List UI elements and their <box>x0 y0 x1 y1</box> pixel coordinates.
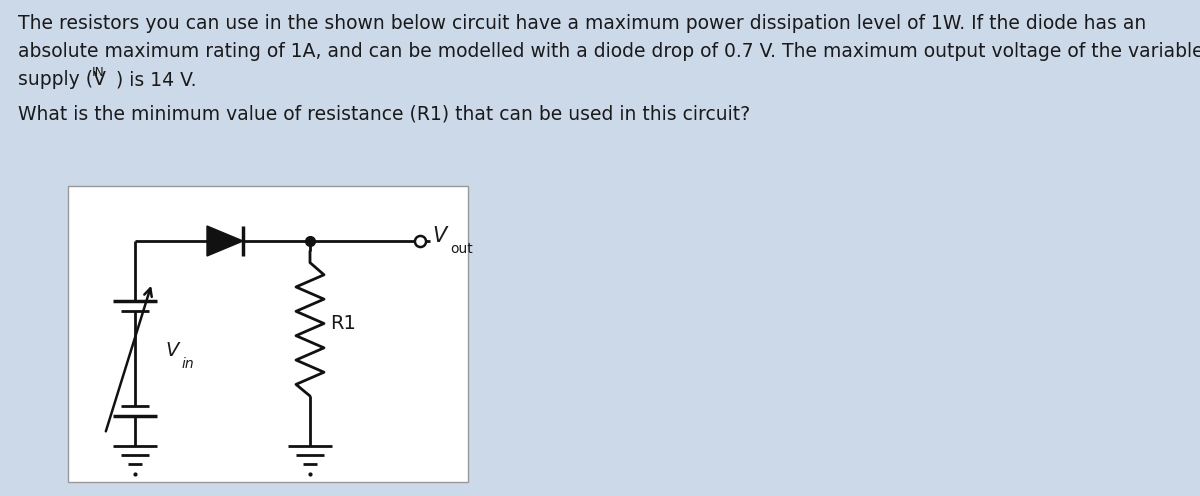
Text: out: out <box>450 242 473 256</box>
Text: IN: IN <box>92 66 104 79</box>
Text: in: in <box>182 357 194 371</box>
Text: V: V <box>166 341 179 360</box>
Text: ) is 14 V.: ) is 14 V. <box>116 70 197 89</box>
FancyBboxPatch shape <box>68 186 468 482</box>
Text: What is the minimum value of resistance (R1) that can be used in this circuit?: What is the minimum value of resistance … <box>18 104 750 123</box>
Polygon shape <box>208 226 242 256</box>
Text: The resistors you can use in the shown below circuit have a maximum power dissip: The resistors you can use in the shown b… <box>18 14 1146 33</box>
Text: R1: R1 <box>330 314 356 333</box>
Text: supply (V: supply (V <box>18 70 106 89</box>
Text: absolute maximum rating of 1A, and can be modelled with a diode drop of 0.7 V. T: absolute maximum rating of 1A, and can b… <box>18 42 1200 61</box>
Text: V: V <box>432 226 446 246</box>
